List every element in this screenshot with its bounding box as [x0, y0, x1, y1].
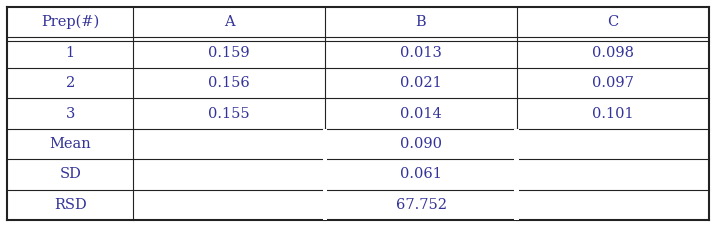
- Text: SD: SD: [59, 168, 81, 181]
- Text: B: B: [415, 15, 426, 29]
- Text: C: C: [607, 15, 619, 29]
- Bar: [514, 159, 518, 190]
- Text: 0.101: 0.101: [592, 106, 634, 121]
- Text: A: A: [224, 15, 235, 29]
- Text: 0.013: 0.013: [400, 46, 442, 59]
- Text: 1: 1: [66, 46, 75, 59]
- Bar: [323, 129, 327, 159]
- Text: 3: 3: [66, 106, 75, 121]
- Text: 0.090: 0.090: [400, 137, 442, 151]
- Text: 0.156: 0.156: [208, 76, 250, 90]
- Text: 0.014: 0.014: [400, 106, 442, 121]
- Text: 0.098: 0.098: [591, 46, 634, 59]
- Text: 0.021: 0.021: [400, 76, 442, 90]
- Bar: [514, 190, 518, 220]
- Text: 0.155: 0.155: [208, 106, 250, 121]
- Text: RSD: RSD: [54, 198, 87, 212]
- Text: 2: 2: [66, 76, 75, 90]
- Text: 0.097: 0.097: [591, 76, 634, 90]
- Text: Prep(#): Prep(#): [42, 15, 100, 29]
- Text: Mean: Mean: [49, 137, 91, 151]
- Text: 0.061: 0.061: [400, 168, 442, 181]
- Bar: [323, 190, 327, 220]
- Bar: [514, 129, 518, 159]
- Bar: [323, 159, 327, 190]
- Text: 67.752: 67.752: [396, 198, 447, 212]
- Text: 0.159: 0.159: [208, 46, 250, 59]
